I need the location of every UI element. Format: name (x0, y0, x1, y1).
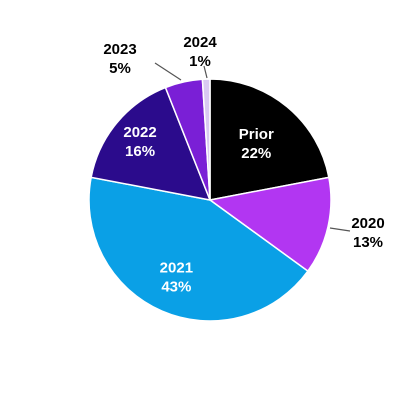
slice-label: 2020 (351, 215, 384, 232)
slice-label: 2022 (123, 124, 156, 141)
labels: Prior 22% 2020 13% 2021 43% 2022 16% 2023 5% 2024 1… (103, 34, 384, 296)
value-label: 22% (241, 145, 271, 162)
slice (88, 176, 309, 322)
value-label: 13% (353, 234, 383, 251)
slice-label: 2021 (160, 260, 193, 277)
leader-line (154, 62, 182, 81)
leader-line (329, 227, 351, 232)
slice (209, 78, 330, 201)
value-label: 5% (109, 60, 131, 77)
slice-label: 2023 (103, 41, 136, 58)
slice (90, 86, 212, 201)
pie (88, 78, 332, 322)
leader-line (203, 65, 208, 79)
slice-label: Prior (239, 126, 274, 143)
slice-label: 2024 (183, 34, 217, 51)
slice (201, 78, 211, 201)
value-label: 1% (189, 53, 211, 70)
value-label: 16% (125, 143, 155, 160)
value-label: 43% (161, 279, 191, 296)
slice (208, 176, 332, 273)
